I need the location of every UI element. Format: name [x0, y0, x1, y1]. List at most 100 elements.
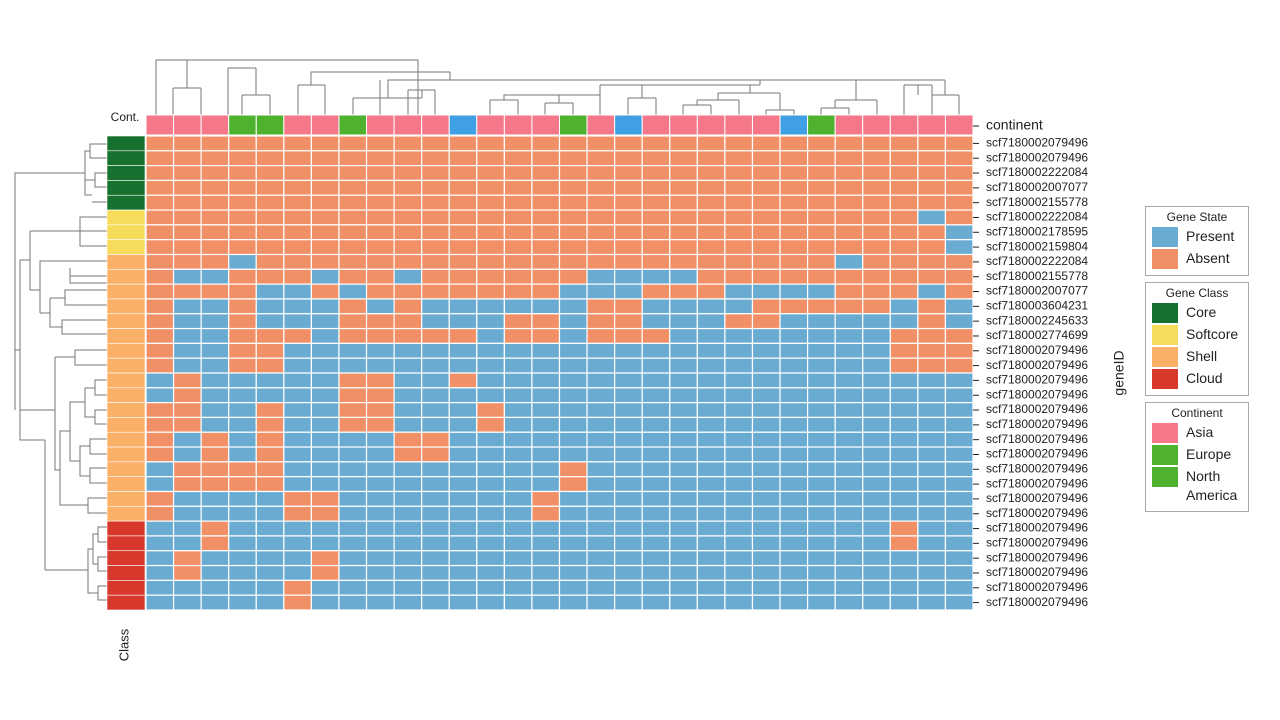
heatmap-cell: [255, 461, 285, 478]
heatmap-cell: [641, 209, 671, 226]
heatmap-cell: [614, 194, 643, 211]
heatmap-cell: [696, 342, 726, 359]
heatmap-cell: [228, 313, 257, 330]
heatmap-cell: [558, 520, 588, 537]
heatmap-cell: [862, 283, 891, 300]
heatmap-cell: [779, 268, 809, 285]
heatmap-cell: [641, 461, 671, 478]
heatmap-cell: [172, 342, 202, 359]
heatmap-cell: [751, 194, 781, 211]
heatmap-cell: [476, 268, 505, 285]
heatmap-cell: [365, 535, 395, 552]
heatmap-cell: [503, 239, 533, 256]
legend-swatch: [1152, 325, 1178, 345]
heatmap-cell: [724, 327, 754, 344]
heatmap-cell: [531, 298, 561, 315]
heatmap-cell: [476, 490, 505, 507]
heatmap-cell: [751, 327, 781, 344]
heatmap-cell: [172, 150, 202, 167]
heatmap-cell: [614, 150, 643, 167]
heatmap-cell: [751, 446, 781, 463]
heatmap-cell: [669, 224, 698, 241]
heatmap-cell: [393, 372, 423, 389]
heatmap-cell: [338, 313, 368, 330]
heatmap-cell: [365, 298, 395, 315]
heatmap-cell: [476, 165, 505, 182]
heatmap-cell: [558, 194, 588, 211]
heatmap-cell: [696, 520, 726, 537]
heatmap-cell: [586, 135, 616, 152]
heatmap-cell: [283, 520, 313, 537]
heatmap-cell: [310, 520, 340, 537]
heatmap-cell: [669, 402, 698, 419]
heatmap-cell: [779, 387, 809, 404]
heatmap-cell: [779, 520, 809, 537]
heatmap-cell: [200, 357, 230, 374]
heatmap-cell: [476, 298, 505, 315]
heatmap-cell: [421, 461, 450, 478]
heatmap-cell: [641, 298, 671, 315]
heatmap-cell: [476, 372, 505, 389]
heatmap-cell: [862, 535, 891, 552]
heatmap-cell: [172, 298, 202, 315]
heatmap-cell: [669, 579, 698, 596]
heatmap-cell: [310, 194, 340, 211]
annotation-cell: [669, 114, 698, 136]
heatmap-cell: [917, 594, 947, 611]
heatmap-cell: [696, 298, 726, 315]
heatmap-cell: [421, 520, 450, 537]
heatmap-cell: [889, 372, 919, 389]
annotation-cell: [421, 114, 450, 136]
heatmap-cell: [393, 357, 423, 374]
heatmap-cell: [558, 431, 588, 448]
heatmap-cell: [145, 416, 175, 433]
heatmap-cell: [641, 550, 671, 567]
heatmap-cell: [724, 431, 754, 448]
class-cell: [106, 580, 146, 596]
heatmap-cell: [448, 194, 478, 211]
heatmap-cell: [779, 594, 809, 611]
heatmap-cell: [310, 461, 340, 478]
heatmap-cell: [172, 165, 202, 182]
heatmap-cell: [862, 594, 891, 611]
heatmap-cell: [310, 342, 340, 359]
class-cell: [106, 357, 146, 374]
row-label: scf7180002007077: [986, 180, 1088, 194]
heatmap-cell: [338, 594, 368, 611]
heatmap-cell: [283, 461, 313, 478]
heatmap-cell: [228, 490, 257, 507]
heatmap-cell: [696, 490, 726, 507]
heatmap-cell: [255, 150, 285, 167]
heatmap-cell: [421, 402, 450, 419]
heatmap-cell: [145, 327, 175, 344]
heatmap-cell: [806, 209, 836, 226]
heatmap-cell: [421, 179, 450, 196]
heatmap-cell: [641, 520, 671, 537]
heatmap-cell: [558, 253, 588, 270]
heatmap-cell: [751, 372, 781, 389]
row-label: scf7180002079496: [986, 343, 1088, 357]
heatmap-cell: [917, 342, 947, 359]
heatmap-cell: [145, 550, 175, 567]
heatmap-cell: [255, 550, 285, 567]
heatmap-cell: [393, 150, 423, 167]
heatmap-cell: [917, 550, 947, 567]
legend-label: Cloud: [1186, 370, 1223, 386]
heatmap-cell: [338, 490, 368, 507]
row-label: scf7180002007077: [986, 284, 1088, 298]
heatmap-cell: [751, 594, 781, 611]
heatmap-cell: [338, 342, 368, 359]
heatmap-cell: [724, 253, 754, 270]
heatmap-cell: [669, 179, 698, 196]
heatmap-cell: [558, 476, 588, 493]
annotation-cell: [476, 114, 505, 136]
heatmap-cell: [200, 209, 230, 226]
heatmap-cell: [476, 520, 505, 537]
heatmap-cell: [724, 550, 754, 567]
heatmap-cell: [862, 342, 891, 359]
heatmap-cell: [228, 431, 257, 448]
heatmap-cell: [200, 550, 230, 567]
heatmap-cell: [614, 327, 643, 344]
annotation-cell: [834, 114, 864, 136]
heatmap-cell: [228, 135, 257, 152]
